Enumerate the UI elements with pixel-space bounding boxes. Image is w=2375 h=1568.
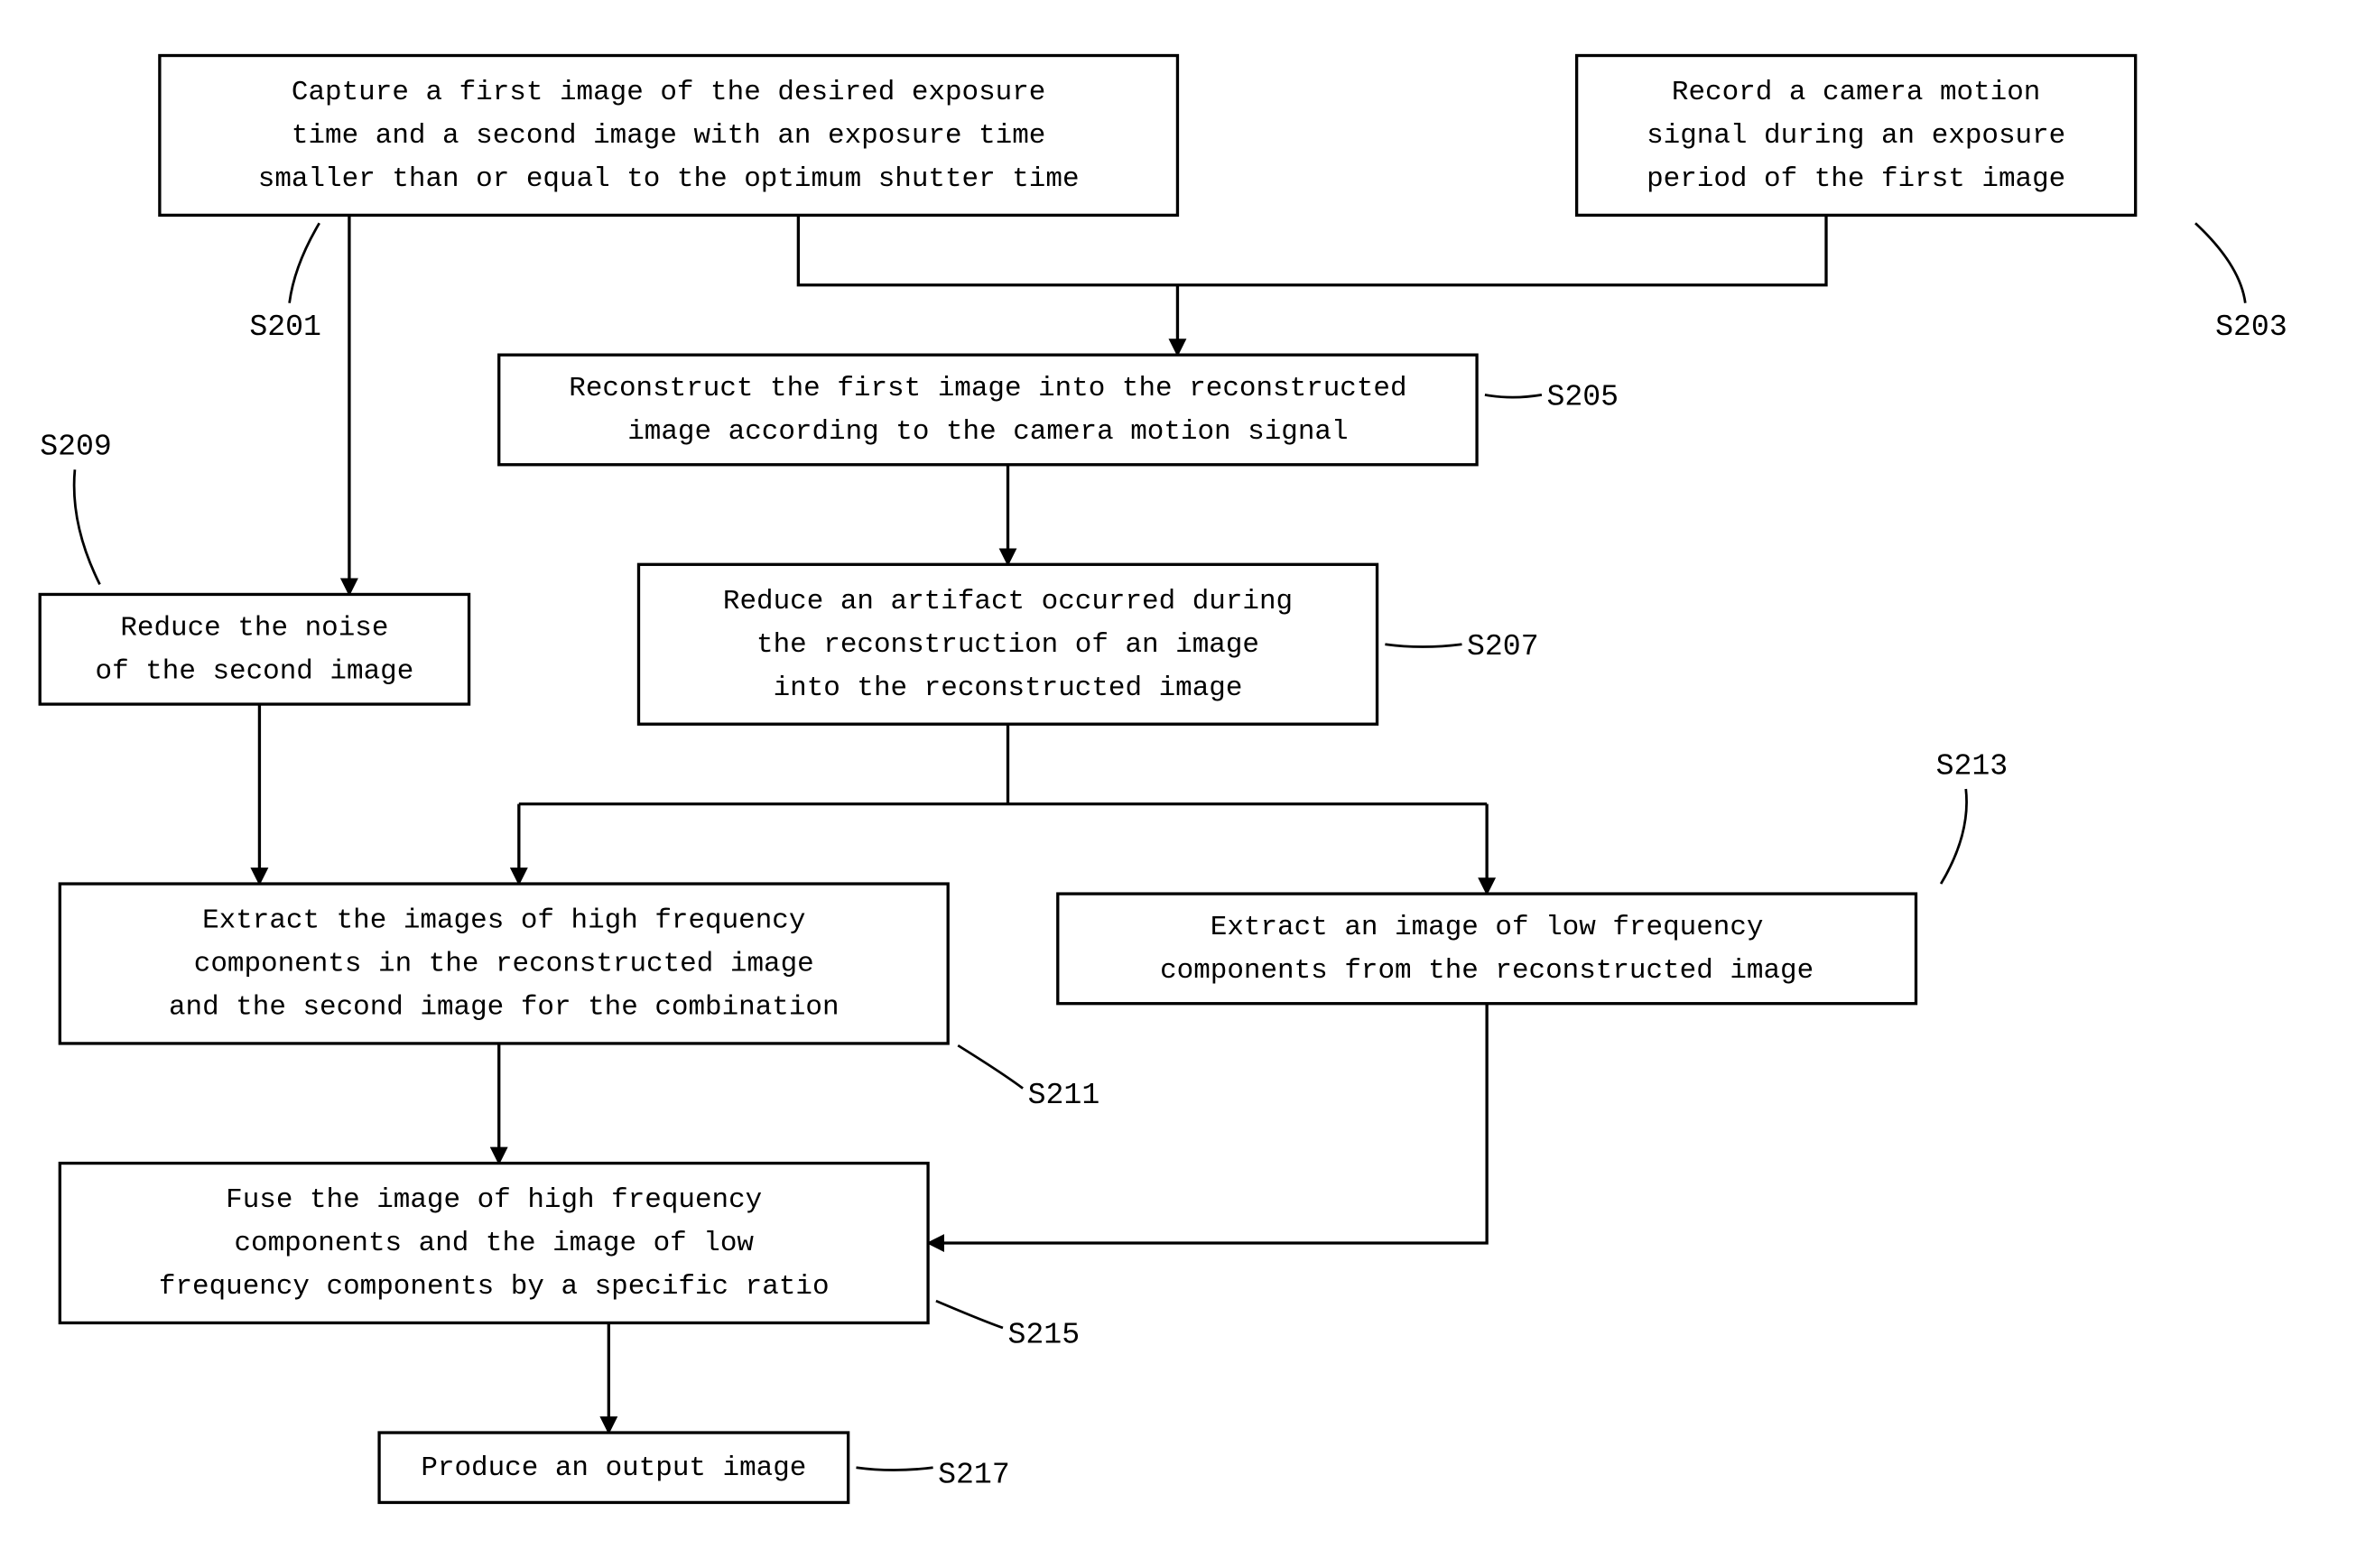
node-s207-line-2: into the reconstructed image	[774, 673, 1243, 704]
callout-s201	[290, 223, 320, 302]
label-s205: S205	[1546, 379, 1619, 413]
callout-s205	[1485, 394, 1542, 397]
label-s215: S215	[1008, 1318, 1081, 1352]
node-s205-line-0: Reconstruct the first image into the rec…	[569, 373, 1406, 404]
node-s201-line-0: Capture a first image of the desired exp…	[292, 77, 1045, 108]
node-s211-line-0: Extract the images of high frequency	[202, 905, 805, 937]
node-s201-line-2: smaller than or equal to the optimum shu…	[258, 163, 1080, 195]
node-s211-line-1: components in the reconstructed image	[194, 949, 814, 980]
callout-s217	[856, 1468, 932, 1471]
node-s211-line-2: and the second image for the combination	[169, 992, 840, 1024]
node-s215: Fuse the image of high frequency componen…	[60, 1164, 928, 1323]
callout-s215	[936, 1301, 1003, 1328]
flowchart-diagram: Capture a first image of the desired exp…	[0, 0, 2375, 1568]
node-s209-line-0: Reduce the noise	[120, 612, 388, 644]
node-s207-line-1: the reconstruction of an image	[756, 629, 1259, 661]
edge-s201+s203-s205	[798, 215, 1826, 284]
label-s201: S201	[249, 310, 321, 344]
node-s213-line-1: components from the reconstructed image	[1160, 955, 1814, 987]
callout-s203	[2195, 223, 2245, 302]
node-s203-line-1: signal during an exposure	[1647, 120, 2065, 152]
node-s211: Extract the images of high frequency comp…	[60, 884, 948, 1044]
node-s209-line-1: of the second image	[96, 655, 414, 687]
node-s215-line-1: components and the image of low	[234, 1228, 754, 1259]
callout-s213	[1941, 789, 1966, 884]
label-s211: S211	[1028, 1078, 1100, 1112]
callout-s211	[958, 1045, 1023, 1089]
node-s203-line-2: period of the first image	[1647, 163, 2065, 195]
label-s213: S213	[1936, 748, 2009, 783]
node-s213: Extract an image of low frequency compone…	[1058, 894, 1916, 1004]
edge-s213-s215	[928, 1004, 1487, 1243]
node-s217: Produce an output image	[379, 1433, 849, 1502]
label-s203: S203	[2215, 310, 2287, 344]
node-s215-line-2: frequency components by a specific ratio	[159, 1271, 830, 1303]
node-s205-line-1: image according to the camera motion sig…	[627, 416, 1348, 448]
node-s207: Reduce an artifact occurred during the re…	[638, 564, 1377, 724]
node-s213-line-0: Extract an image of low frequency	[1211, 912, 1764, 943]
node-s203: Record a camera motion signal during an e…	[1577, 56, 2136, 216]
label-s207: S207	[1467, 629, 1539, 663]
callout-s207	[1385, 645, 1461, 647]
node-s215-line-0: Fuse the image of high frequency	[226, 1184, 762, 1216]
label-s217: S217	[938, 1457, 1010, 1491]
node-s207-line-0: Reduce an artifact occurred during	[723, 586, 1293, 617]
node-s201-line-1: time and a second image with an exposure…	[292, 120, 1045, 152]
node-s209: Reduce the noise of the second image	[40, 594, 469, 704]
node-s205: Reconstruct the first image into the rec…	[499, 355, 1477, 465]
node-s203-line-0: Record a camera motion	[1672, 77, 2040, 108]
node-s217-line-0: Produce an output image	[421, 1452, 806, 1484]
node-s201: Capture a first image of the desired exp…	[160, 56, 1178, 216]
label-s209: S209	[40, 430, 112, 464]
callout-s209	[74, 469, 99, 584]
